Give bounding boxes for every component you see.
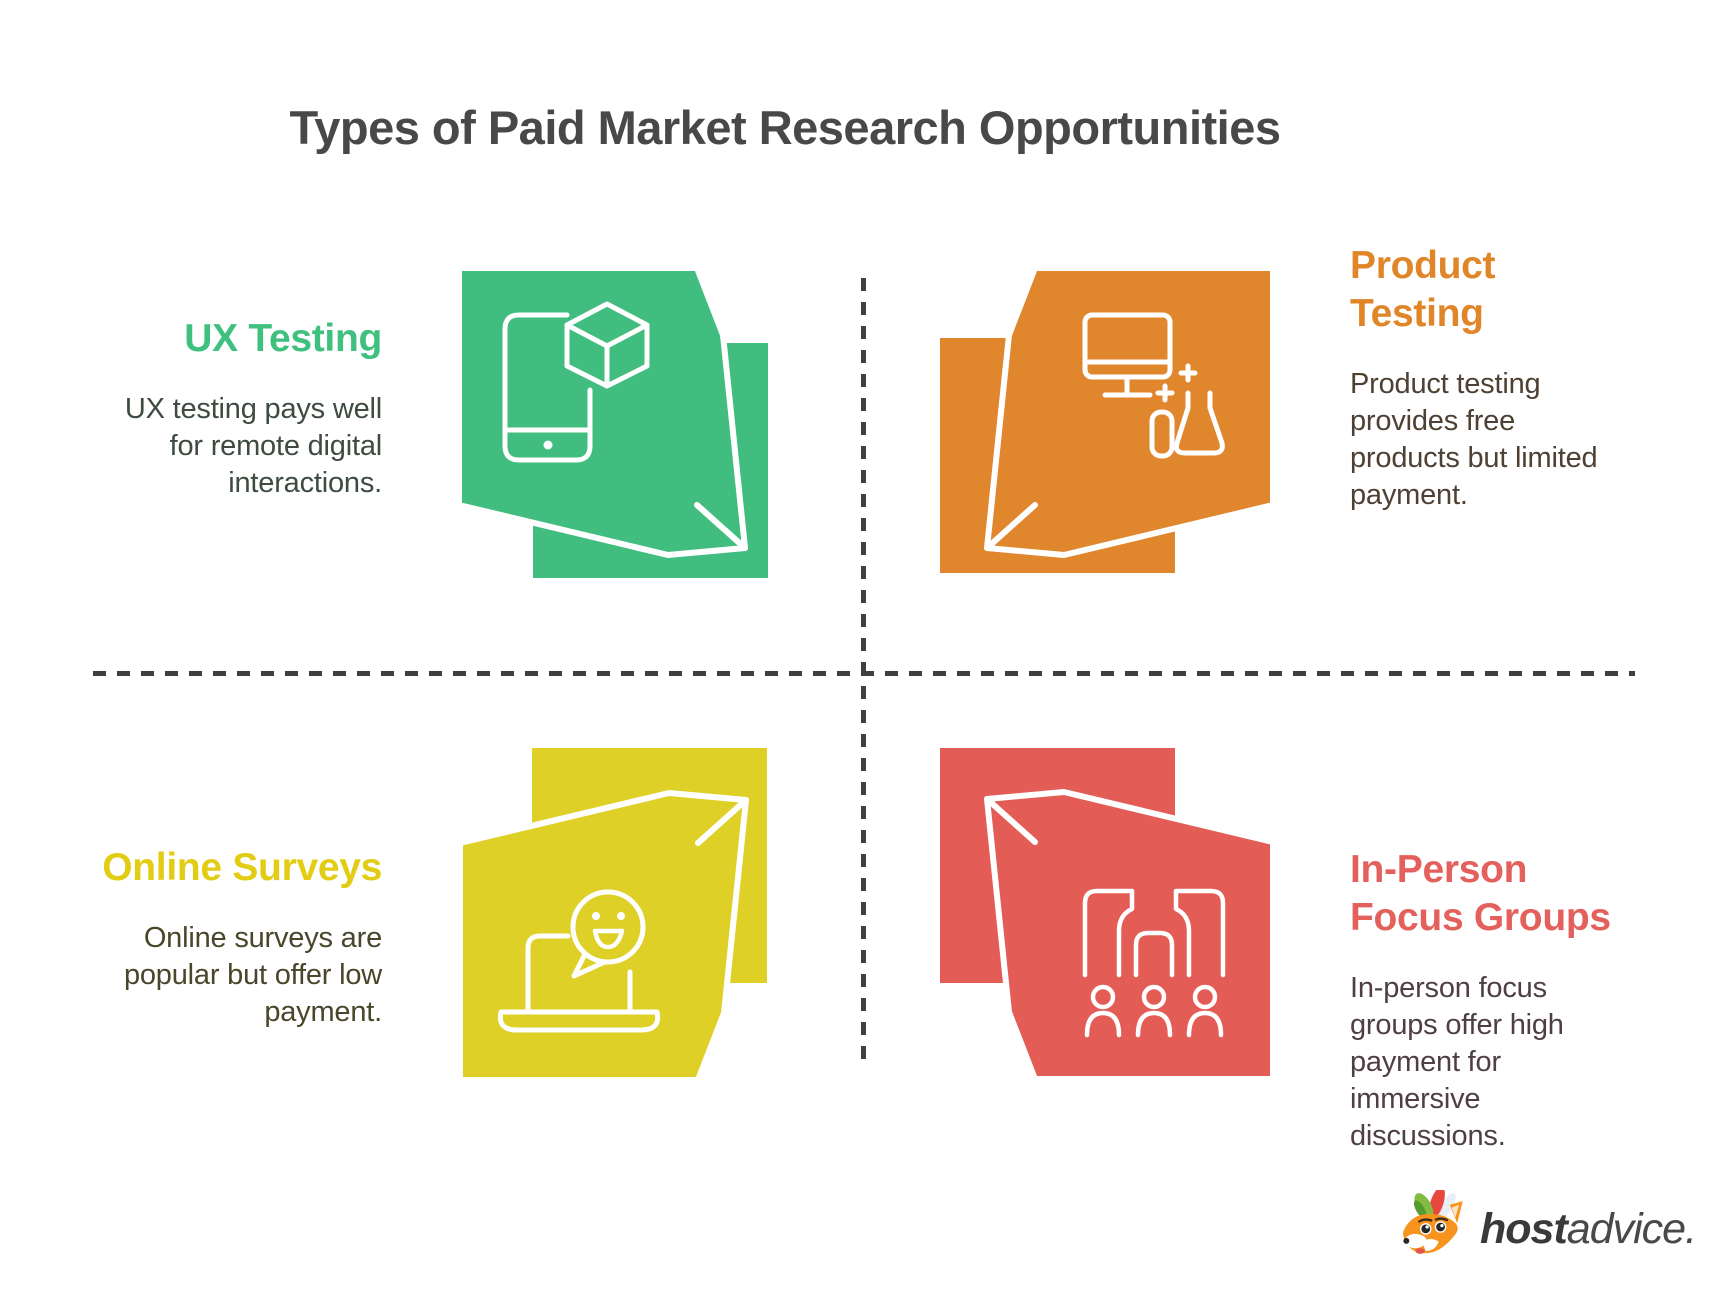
page-title: Types of Paid Market Research Opportunit…	[289, 101, 1282, 154]
description-line: provides free	[1350, 405, 1516, 437]
quadrant-product-testing: Product Testing Product testing provides f…	[1350, 242, 1690, 514]
logo-advice-text: advice.	[1566, 1205, 1697, 1253]
description-line: In-person focus	[1350, 972, 1547, 1004]
description-line: immersive	[1350, 1083, 1481, 1115]
logo-host-text: host	[1480, 1205, 1568, 1253]
fox-mascot-icon	[1398, 1186, 1472, 1269]
quadrant-in-person-focus-groups: In-Person Focus Groups In-person focus gro…	[1350, 846, 1710, 1155]
quadrant-description-online-surveys: Online surveys are popular but offer low p…	[52, 920, 382, 1031]
title-line: In-Person	[1350, 848, 1528, 891]
description-line: products but limited	[1350, 442, 1598, 474]
description-line: popular but offer low	[123, 959, 382, 991]
vertical-dashed-divider	[861, 278, 866, 1069]
quadrant-title-online-surveys: Online Surveys	[102, 846, 382, 889]
quadrant-title-in-person-focus-groups: In-Person Focus Groups	[1350, 846, 1710, 942]
description-line: payment.	[264, 996, 382, 1028]
description-line: UX testing pays well	[124, 393, 382, 425]
hostadvice-logo: hostadvice.	[1398, 1186, 1697, 1269]
title-line: Focus Groups	[1350, 896, 1611, 939]
quadrant-title-ux-testing: UX Testing	[184, 317, 382, 360]
focus-group-room-icon	[905, 724, 1305, 1124]
quadrant-title-product-testing: Product Testing	[1350, 242, 1690, 338]
description-line: discussions.	[1350, 1120, 1506, 1152]
description-line: Product testing	[1350, 368, 1541, 400]
title-line: Product	[1350, 244, 1496, 287]
laptop-feedback-smiley-icon	[435, 724, 835, 1124]
smartphone-ar-cube-icon	[435, 244, 835, 644]
description-line: interactions.	[228, 467, 382, 499]
title-line: Testing	[1350, 292, 1484, 335]
quadrant-description-ux-testing: UX testing pays well for remote digital in…	[52, 391, 382, 502]
description-line: for remote digital	[169, 430, 383, 462]
quadrant-description-product-testing: Product testing provides free products but…	[1350, 366, 1690, 514]
quadrant-description-in-person-focus-groups: In-person focus groups offer high payment …	[1350, 970, 1710, 1155]
logo-wordmark: hostadvice.	[1480, 1205, 1697, 1254]
description-line: payment.	[1350, 479, 1468, 511]
quadrant-online-surveys: Online Surveys Online surveys are popular…	[52, 844, 382, 1031]
desktop-lab-testing-icon	[905, 244, 1305, 644]
quadrant-ux-testing: UX Testing UX testing pays well for remot…	[52, 315, 382, 502]
description-line: groups offer high	[1350, 1009, 1564, 1041]
description-line: Online surveys are	[143, 922, 382, 954]
description-line: payment for	[1350, 1046, 1501, 1078]
